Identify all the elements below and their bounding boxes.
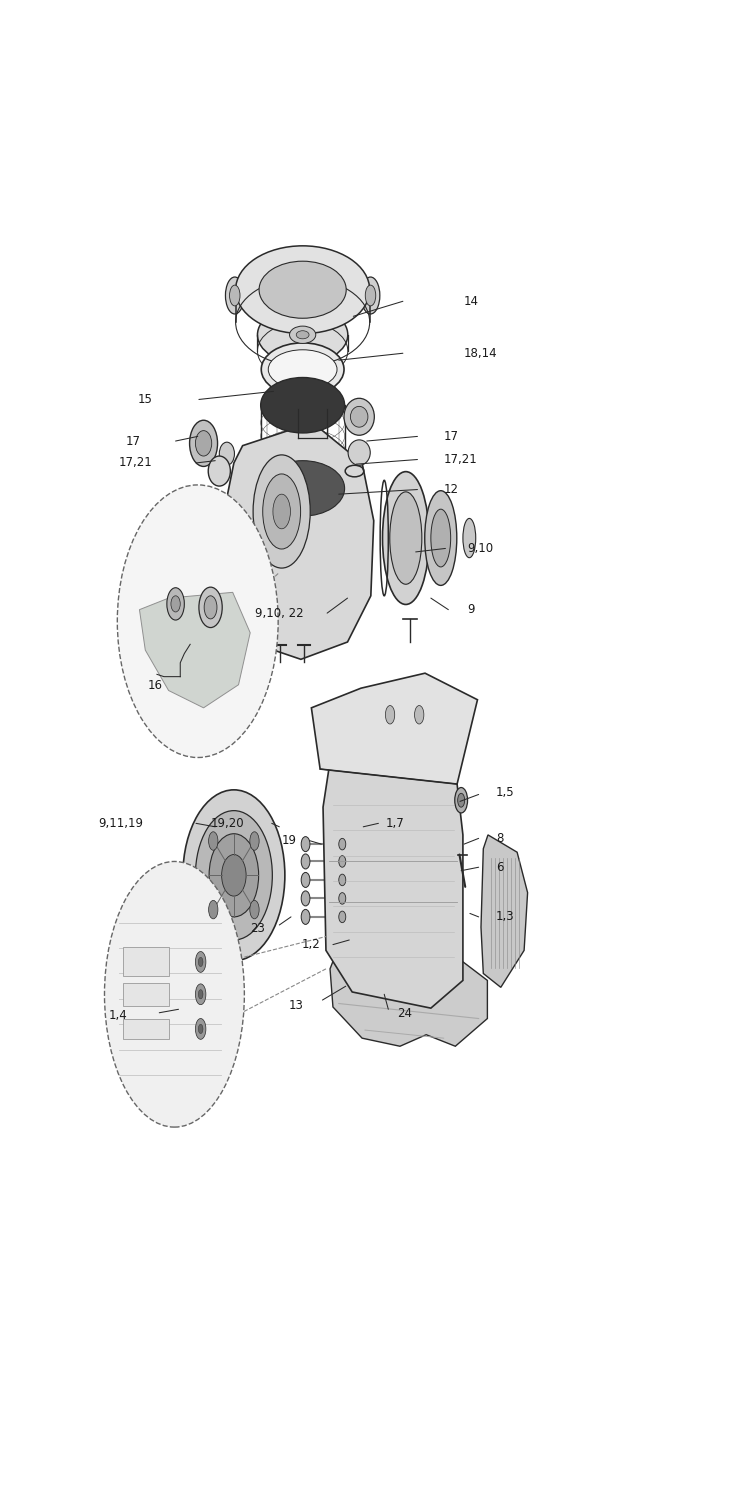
Ellipse shape: [338, 839, 346, 850]
Ellipse shape: [455, 788, 468, 813]
Ellipse shape: [463, 519, 476, 558]
Circle shape: [196, 1019, 206, 1040]
Ellipse shape: [105, 861, 244, 1126]
Ellipse shape: [338, 910, 346, 922]
Ellipse shape: [338, 855, 346, 867]
Ellipse shape: [226, 278, 244, 314]
Circle shape: [196, 984, 206, 1005]
Circle shape: [414, 705, 424, 724]
Text: 17,21: 17,21: [444, 453, 478, 466]
Ellipse shape: [261, 460, 344, 516]
Polygon shape: [139, 592, 250, 708]
Circle shape: [250, 833, 259, 850]
Ellipse shape: [338, 874, 346, 885]
Text: 23: 23: [250, 922, 265, 934]
Text: 9,10: 9,10: [467, 542, 493, 555]
Text: 19: 19: [282, 834, 297, 848]
Ellipse shape: [273, 494, 290, 530]
Text: 1,4: 1,4: [109, 1008, 128, 1022]
Ellipse shape: [268, 350, 337, 388]
Text: 6: 6: [496, 861, 504, 873]
Ellipse shape: [117, 484, 278, 758]
Ellipse shape: [361, 278, 380, 314]
Ellipse shape: [183, 951, 189, 962]
Text: 1,3: 1,3: [496, 910, 515, 924]
Ellipse shape: [190, 420, 217, 466]
Text: 13: 13: [289, 999, 304, 1012]
Ellipse shape: [196, 430, 212, 456]
Ellipse shape: [171, 596, 180, 612]
Ellipse shape: [302, 909, 310, 924]
Ellipse shape: [302, 891, 310, 906]
Circle shape: [250, 900, 259, 920]
Ellipse shape: [259, 261, 346, 318]
Ellipse shape: [302, 853, 310, 868]
Ellipse shape: [290, 326, 316, 344]
Ellipse shape: [390, 492, 422, 585]
Text: 16: 16: [147, 680, 162, 693]
Bar: [123, 1019, 168, 1040]
Text: 9,10, 22: 9,10, 22: [255, 606, 304, 619]
Text: 18,14: 18,14: [464, 346, 498, 360]
Ellipse shape: [365, 285, 376, 306]
Circle shape: [386, 705, 395, 724]
Ellipse shape: [196, 810, 272, 940]
Circle shape: [208, 833, 218, 850]
Ellipse shape: [348, 440, 370, 465]
Polygon shape: [330, 938, 487, 1047]
Bar: [123, 982, 168, 1006]
Circle shape: [208, 900, 218, 920]
Ellipse shape: [261, 344, 344, 396]
Text: 9: 9: [467, 603, 475, 616]
Ellipse shape: [220, 442, 235, 465]
Text: 12: 12: [444, 483, 459, 496]
Ellipse shape: [431, 509, 450, 567]
Ellipse shape: [425, 490, 456, 585]
Ellipse shape: [183, 790, 285, 962]
Text: 17,21: 17,21: [119, 456, 152, 470]
Ellipse shape: [262, 474, 301, 549]
Ellipse shape: [257, 306, 348, 363]
Ellipse shape: [222, 855, 246, 895]
Text: 17: 17: [126, 435, 141, 447]
Polygon shape: [311, 674, 478, 784]
Ellipse shape: [229, 285, 240, 306]
Text: 24: 24: [397, 1008, 412, 1020]
Ellipse shape: [302, 837, 310, 852]
Ellipse shape: [383, 471, 429, 604]
Ellipse shape: [209, 834, 259, 916]
Ellipse shape: [458, 794, 465, 807]
Polygon shape: [323, 746, 463, 1008]
Ellipse shape: [338, 892, 346, 904]
Ellipse shape: [350, 406, 368, 427]
Ellipse shape: [208, 456, 230, 486]
Text: 19,20: 19,20: [211, 818, 244, 830]
Ellipse shape: [199, 586, 223, 627]
Ellipse shape: [261, 378, 344, 433]
Circle shape: [196, 951, 206, 972]
Text: 1,2: 1,2: [302, 938, 320, 951]
Text: 17: 17: [444, 430, 459, 442]
Ellipse shape: [344, 399, 374, 435]
Text: 1,5: 1,5: [496, 786, 515, 798]
Text: 14: 14: [464, 296, 479, 307]
Ellipse shape: [167, 588, 184, 620]
Text: 15: 15: [138, 393, 152, 406]
Ellipse shape: [253, 454, 311, 568]
Circle shape: [199, 957, 203, 966]
Text: 9,11,19: 9,11,19: [99, 818, 144, 830]
Polygon shape: [223, 423, 374, 660]
Circle shape: [199, 1024, 203, 1033]
Ellipse shape: [235, 246, 370, 333]
Text: 8: 8: [496, 833, 504, 844]
Bar: [123, 948, 168, 976]
Polygon shape: [481, 836, 528, 987]
Ellipse shape: [180, 946, 191, 966]
Circle shape: [199, 990, 203, 999]
Ellipse shape: [296, 330, 309, 339]
Text: 1,7: 1,7: [386, 818, 404, 830]
Ellipse shape: [204, 596, 217, 619]
Ellipse shape: [302, 873, 310, 888]
